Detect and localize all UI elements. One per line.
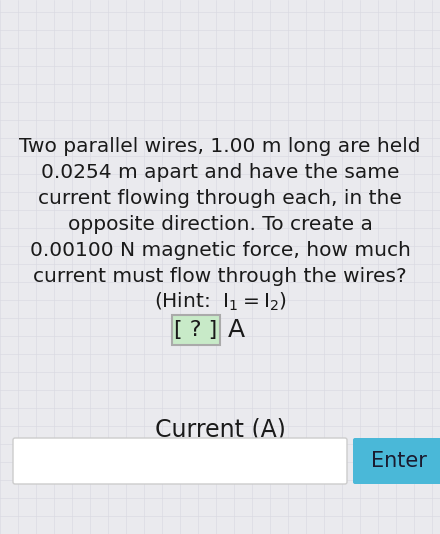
Text: (Hint:  $\mathrm{I}_1 = \mathrm{I}_2$): (Hint: $\mathrm{I}_1 = \mathrm{I}_2$) <box>154 291 286 313</box>
Text: 0.00100 N magnetic force, how much: 0.00100 N magnetic force, how much <box>29 240 411 260</box>
FancyBboxPatch shape <box>172 315 220 345</box>
Text: Enter: Enter <box>371 451 427 471</box>
Text: opposite direction. To create a: opposite direction. To create a <box>68 215 372 233</box>
Text: [ ? ]: [ ? ] <box>174 320 218 340</box>
Text: A: A <box>227 318 245 342</box>
FancyBboxPatch shape <box>13 438 347 484</box>
Text: current must flow through the wires?: current must flow through the wires? <box>33 266 407 286</box>
FancyBboxPatch shape <box>353 438 440 484</box>
Text: 0.0254 m apart and have the same: 0.0254 m apart and have the same <box>41 162 399 182</box>
Text: Current (A): Current (A) <box>154 417 286 441</box>
Text: current flowing through each, in the: current flowing through each, in the <box>38 189 402 208</box>
Text: Two parallel wires, 1.00 m long are held: Two parallel wires, 1.00 m long are held <box>19 137 421 155</box>
